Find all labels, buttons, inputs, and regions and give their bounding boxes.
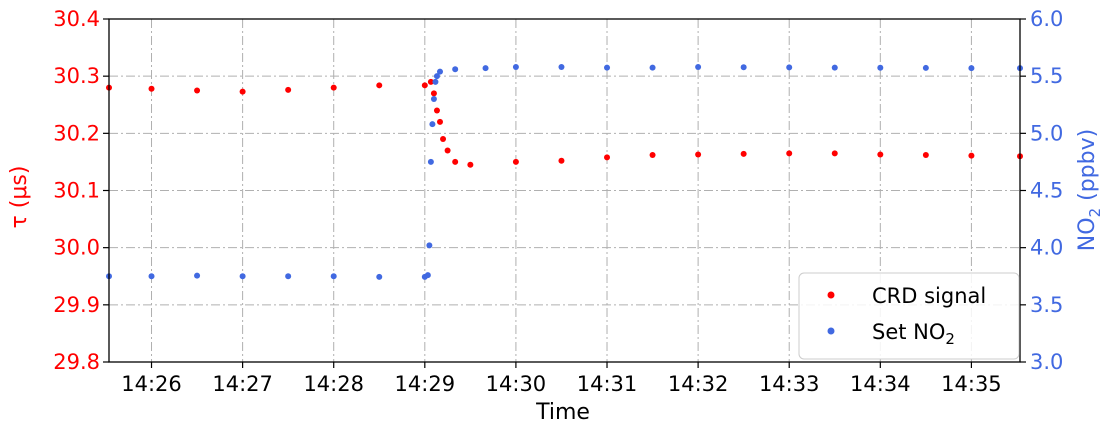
y-left-tick-label: 30.0 <box>53 236 100 260</box>
data-point <box>430 96 437 103</box>
data-point <box>831 150 838 157</box>
data-point <box>452 158 459 165</box>
data-point <box>148 273 155 280</box>
data-point <box>429 121 436 128</box>
x-tick-label: 14:32 <box>668 372 729 396</box>
data-point <box>968 152 975 159</box>
data-point <box>148 85 155 92</box>
data-point <box>427 158 434 165</box>
data-point <box>194 272 201 279</box>
data-point <box>467 161 474 168</box>
x-tick-label: 14:34 <box>850 372 911 396</box>
y-left-tick-label: 29.9 <box>53 293 100 317</box>
data-point <box>424 272 431 279</box>
data-point <box>239 273 246 280</box>
data-point <box>376 273 383 280</box>
data-point <box>440 136 447 143</box>
legend-label-set-no2: Set NO2 <box>872 320 955 348</box>
y-left-tick-label: 30.1 <box>53 179 100 203</box>
data-point <box>558 157 565 164</box>
data-point <box>831 64 838 71</box>
data-point <box>512 64 519 71</box>
data-point <box>922 152 929 159</box>
x-axis: 14:26 14:27 14:28 14:29 14:30 14:31 14:32 14:33… <box>121 362 1002 396</box>
x-axis-label: Time <box>535 400 590 425</box>
x-tick-label: 14:33 <box>759 372 820 396</box>
y-right-tick-label: 4.0 <box>1030 236 1063 260</box>
data-point <box>877 64 884 71</box>
y-right-tick-label: 4.5 <box>1030 179 1063 203</box>
data-point <box>285 86 292 93</box>
legend-marker-set-no2 <box>827 327 835 335</box>
y-axis-right-label: NO2 (ppbv) <box>1075 129 1104 251</box>
data-point <box>330 273 337 280</box>
legend-box <box>798 272 1020 360</box>
y-right-tick-label: 3.0 <box>1030 350 1063 374</box>
legend: CRD signal Set NO2 <box>798 272 1020 360</box>
data-point <box>558 64 565 71</box>
data-point <box>922 64 929 71</box>
data-point <box>649 152 656 159</box>
data-point <box>968 65 975 72</box>
data-point <box>452 66 459 73</box>
y-left-tick-label: 30.3 <box>53 64 100 88</box>
data-point <box>436 118 443 125</box>
data-point <box>740 150 747 157</box>
y-axis-right: 3.0 3.5 4.0 4.5 5.0 5.5 6.0 <box>1020 7 1063 374</box>
data-point <box>604 64 611 71</box>
y-axis-left-label: τ (μs) <box>7 166 32 229</box>
data-point <box>649 64 656 71</box>
y-left-tick-label: 30.4 <box>53 7 100 31</box>
y-left-tick-label: 29.8 <box>53 350 100 374</box>
y-axis-left: 29.8 29.9 30.0 30.1 30.2 30.3 30.4 <box>53 7 109 374</box>
data-point <box>695 151 702 158</box>
data-point <box>436 68 443 75</box>
x-tick-label: 14:31 <box>577 372 638 396</box>
x-tick-label: 14:29 <box>395 372 456 396</box>
data-point <box>695 64 702 71</box>
data-point <box>330 84 337 91</box>
data-point <box>433 73 440 80</box>
series-crd-signal <box>106 78 1023 168</box>
y-right-tick-label: 5.0 <box>1030 121 1063 145</box>
data-point <box>427 78 434 85</box>
data-point <box>376 82 383 89</box>
x-tick-label: 14:28 <box>303 372 364 396</box>
x-tick-label: 14:26 <box>121 372 182 396</box>
data-point <box>421 82 428 89</box>
data-point <box>604 154 611 161</box>
data-point <box>430 90 437 97</box>
data-point <box>786 64 793 71</box>
data-point <box>786 150 793 157</box>
x-tick-label: 14:35 <box>941 372 1002 396</box>
data-point <box>285 273 292 280</box>
data-point <box>433 107 440 114</box>
y-left-tick-label: 30.2 <box>53 121 100 145</box>
data-point <box>512 158 519 165</box>
x-tick-label: 14:30 <box>486 372 547 396</box>
series-set-no2 <box>106 64 1023 280</box>
data-point <box>426 242 433 249</box>
data-point <box>877 151 884 158</box>
data-point <box>432 78 439 85</box>
x-tick-label: 14:27 <box>212 372 273 396</box>
data-point <box>740 64 747 71</box>
y-right-tick-label: 3.5 <box>1030 293 1063 317</box>
data-point <box>194 87 201 94</box>
legend-label-crd-signal: CRD signal <box>872 284 986 308</box>
y-right-tick-label: 6.0 <box>1030 7 1063 31</box>
y-right-tick-label: 5.5 <box>1030 64 1063 88</box>
legend-marker-crd-signal <box>827 291 835 299</box>
data-point <box>444 147 451 154</box>
data-point <box>482 65 489 72</box>
data-point <box>239 88 246 95</box>
